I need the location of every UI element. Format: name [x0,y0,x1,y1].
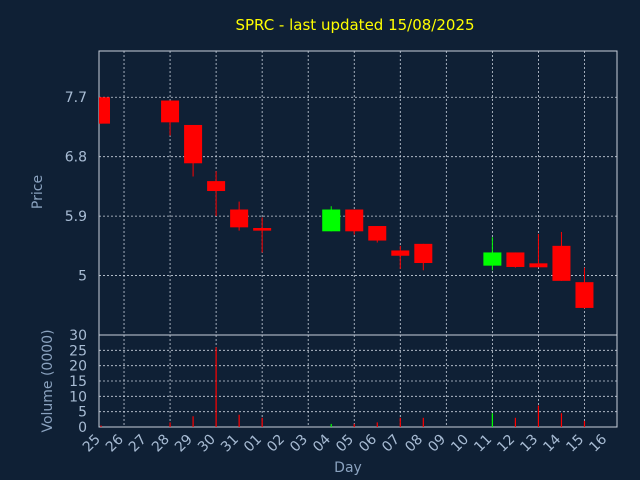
candle-body [575,282,594,308]
candle-body [184,124,203,164]
candle-25 [99,97,110,124]
candle-04 [322,206,341,232]
volume-tick-label: 25 [69,343,87,359]
candle-28 [161,100,180,136]
candle-07 [391,245,410,269]
price-tick-label: 6.8 [65,150,87,166]
candle-13 [529,233,548,268]
candle-body [322,209,341,232]
price-axis-ticks: 5 5.9 6.8 7.7 [65,90,87,284]
candle-body [99,97,110,124]
candle-body [483,252,502,266]
day-tick-label: 31 [218,432,242,456]
candle-14 [552,231,571,281]
candle-body [253,228,272,231]
volume-gridlines [99,335,617,427]
candle-body [529,263,548,268]
price-tick-label: 7.7 [65,90,87,106]
day-tick-label: 06 [356,431,380,455]
candlestick-series [99,97,594,309]
volume-tick-label: 30 [69,328,87,344]
day-tick-label: 30 [195,432,219,456]
day-tick-label: 14 [540,431,564,455]
day-tick-label: 09 [425,432,449,456]
candle-05 [345,209,364,235]
candle-08 [414,243,433,271]
day-tick-label: 04 [310,431,334,455]
day-tick-label: 03 [287,432,311,456]
day-tick-label: 27 [126,432,150,456]
day-axis-label: Day [334,460,362,476]
candle-06 [368,226,387,243]
day-tick-label: 01 [241,432,265,456]
day-tick-label: 28 [149,432,173,456]
day-tick-label: 13 [517,432,541,456]
candle-body [207,181,226,192]
candle-body [161,100,180,123]
candle-29 [184,124,203,177]
day-tick-label: 08 [402,432,426,456]
day-axis-ticks: 25 26 27 28 29 30 31 01 02 03 04 05 06 07 08 09 10 11 12 13… [80,431,610,455]
volume-tick-label: 0 [78,420,87,436]
volume-tick-label: 10 [69,389,87,405]
candle-12 [506,252,525,268]
candle-body [368,226,387,241]
volume-bar-series [100,347,586,427]
day-tick-label: 12 [494,432,518,456]
volume-tick-label: 5 [78,405,87,421]
day-tick-label: 29 [172,432,196,456]
volume-tick-label: 15 [69,374,87,390]
day-tick-label: 15 [563,432,587,456]
day-tick-label: 02 [264,432,288,456]
candle-01 [253,217,272,253]
price-plot-frame [98,50,618,336]
day-tick-label: 16 [586,431,610,455]
candle-body [552,245,571,281]
candle-30 [207,171,226,217]
price-gridlines [99,51,617,335]
price-axis-label: Price [30,175,46,209]
chart-title: SPRC - last updated 15/08/2025 [235,16,474,34]
volume-axis-label: Volume (0000) [40,329,56,432]
volume-tick-label: 20 [69,359,87,375]
candle-body [506,252,525,267]
day-tick-label: 11 [471,432,495,456]
day-tick-label: 26 [103,431,127,455]
candle-body [414,243,433,264]
candle-31 [230,201,249,231]
candle-body [230,209,249,228]
candle-15 [575,267,594,309]
candle-body [391,250,410,256]
candle-11 [483,237,502,271]
candle-body [345,209,364,232]
day-tick-label: 05 [333,432,357,456]
day-tick-label: 10 [448,432,472,456]
price-tick-label: 5 [78,269,87,285]
day-tick-label: 07 [379,432,403,456]
price-tick-label: 5.9 [65,209,87,225]
